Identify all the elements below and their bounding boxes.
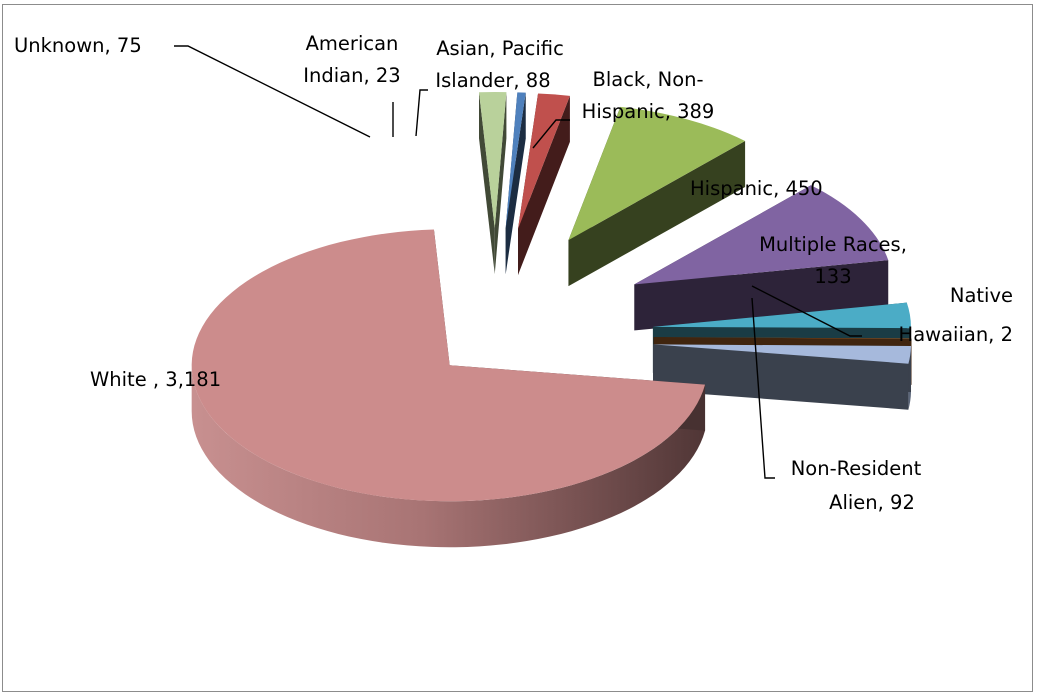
slice-cut-hispanic-1: [634, 260, 889, 331]
label-american-indian-line2: Indian, 23: [303, 64, 400, 87]
leader-black: [532, 119, 570, 149]
label-american-indian-line1: American: [306, 32, 399, 55]
data-labels: Unknown, 75 American Indian, 23 Asian, P…: [14, 32, 1013, 514]
label-alien-line2: Alien, 92: [829, 491, 915, 514]
slice-top-hispanic: [634, 185, 889, 285]
label-hispanic: Hispanic, 450: [690, 177, 823, 200]
slice-top-multiple: [652, 302, 911, 329]
slice-top-unknown: [478, 92, 507, 229]
label-asian-line1: Asian, Pacific: [436, 37, 564, 60]
leader-asian: [415, 89, 428, 137]
label-alien-line1: Non-Resident: [791, 457, 922, 480]
label-black-line2: Hispanic, 389: [582, 100, 715, 123]
slice-cut-american-indian-1: [505, 92, 526, 275]
slice-top-asian: [518, 93, 570, 230]
label-black-line1: Black, Non-: [592, 68, 703, 91]
slice-alien: [653, 344, 912, 410]
slice-white: [191, 229, 706, 548]
slice-cut-alien-1: [653, 344, 909, 410]
pie-slices: [191, 92, 912, 548]
leader-lines: [174, 45, 862, 479]
slice-cut-unknown-1: [494, 92, 507, 275]
slice-top-hawaiian: [653, 337, 912, 339]
slice-hispanic: [634, 185, 889, 331]
slice-cut-black-1: [568, 140, 746, 287]
leader-alien: [751, 297, 775, 479]
label-white: White , 3,181: [90, 368, 221, 391]
slice-top-alien: [653, 344, 912, 364]
label-hawaiian-line1: Native: [950, 284, 1013, 307]
slice-black: [568, 106, 746, 287]
label-hawaiian-line2: Hawaiian, 2: [899, 323, 1013, 346]
slice-asian: [518, 93, 570, 276]
slice-top-american-indian: [505, 92, 526, 229]
label-multiple-line1: Multiple Races,: [759, 233, 907, 256]
label-asian-line2: Islander, 88: [435, 69, 550, 92]
label-multiple-line2: 133: [814, 265, 851, 288]
slice-cut-unknown-0: [478, 92, 495, 275]
slice-top-white: [191, 229, 706, 502]
slice-american-indian: [505, 92, 526, 275]
leader-hawaiian: [751, 285, 862, 337]
slice-cut-asian-1: [518, 95, 570, 276]
label-unknown: Unknown, 75: [14, 34, 142, 57]
leader-unknown: [174, 45, 371, 138]
slice-unknown: [478, 92, 507, 275]
slice-side-white: [191, 365, 706, 548]
slice-top-black: [568, 106, 746, 241]
